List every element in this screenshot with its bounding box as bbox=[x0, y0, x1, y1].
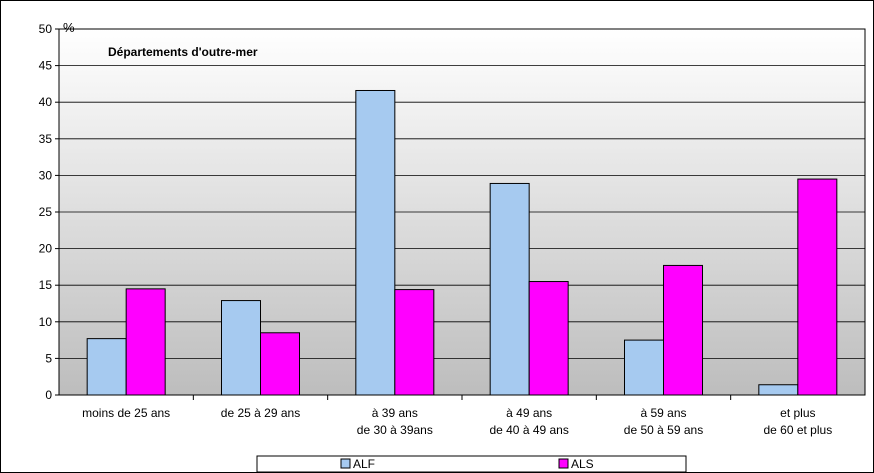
legend-box bbox=[256, 455, 687, 473]
y-tick-label: 45 bbox=[39, 59, 53, 73]
x-tick-label: de 30 à 39ans bbox=[357, 423, 433, 437]
x-tick-label: moins de 25 ans bbox=[82, 406, 170, 420]
y-tick-label: 5 bbox=[45, 351, 52, 365]
y-tick-label: 50 bbox=[39, 22, 53, 36]
bar-alf bbox=[624, 339, 664, 396]
bar-als bbox=[663, 264, 703, 396]
x-axis: moins de 25 ans de 25 à 29 ans à 39 ans de … bbox=[82, 395, 832, 437]
y-axis: 0 5 10 15 20 25 30 35 40 45 50 bbox=[39, 22, 59, 402]
bar-als bbox=[394, 289, 435, 396]
legend-swatch bbox=[558, 458, 569, 469]
chart-title: Départements d'outre-mer bbox=[108, 45, 258, 59]
x-tick-label: et plus bbox=[780, 406, 815, 420]
legend-swatch bbox=[340, 458, 351, 469]
y-tick-label: 35 bbox=[39, 132, 53, 146]
y-tick-label: 25 bbox=[39, 205, 53, 219]
x-tick-label: de 50 à 59 ans bbox=[624, 423, 703, 437]
bar-alf bbox=[86, 338, 127, 396]
y-tick-label: 40 bbox=[39, 95, 53, 109]
legend: ALF ALS bbox=[256, 455, 687, 473]
y-tick-label: 20 bbox=[39, 242, 53, 256]
y-axis-label: % bbox=[63, 20, 75, 35]
y-tick-label: 10 bbox=[39, 315, 53, 329]
bar-als bbox=[125, 288, 166, 396]
x-tick-label: de 60 et plus bbox=[763, 423, 832, 437]
gridlines bbox=[59, 65, 865, 359]
bar-alf bbox=[489, 182, 530, 396]
bar-alf bbox=[355, 89, 396, 396]
legend-label: ALS bbox=[571, 457, 594, 471]
bar-alf bbox=[221, 300, 261, 396]
x-tick-label: à 49 ans bbox=[506, 406, 552, 420]
x-tick-label: de 40 à 49 ans bbox=[489, 423, 568, 437]
x-tick-label: à 39 ans bbox=[372, 406, 418, 420]
bar-alf bbox=[758, 384, 799, 396]
bar-als bbox=[528, 281, 569, 396]
bars bbox=[86, 89, 838, 396]
y-tick-label: 15 bbox=[39, 278, 53, 292]
x-tick-label: à 59 ans bbox=[640, 406, 686, 420]
y-tick-label: 0 bbox=[45, 388, 52, 402]
x-tick-label: de 25 à 29 ans bbox=[221, 406, 300, 420]
y-tick-label: 30 bbox=[39, 168, 53, 182]
bar-als bbox=[797, 178, 838, 396]
legend-label: ALF bbox=[353, 457, 375, 471]
bar-als bbox=[260, 332, 300, 396]
